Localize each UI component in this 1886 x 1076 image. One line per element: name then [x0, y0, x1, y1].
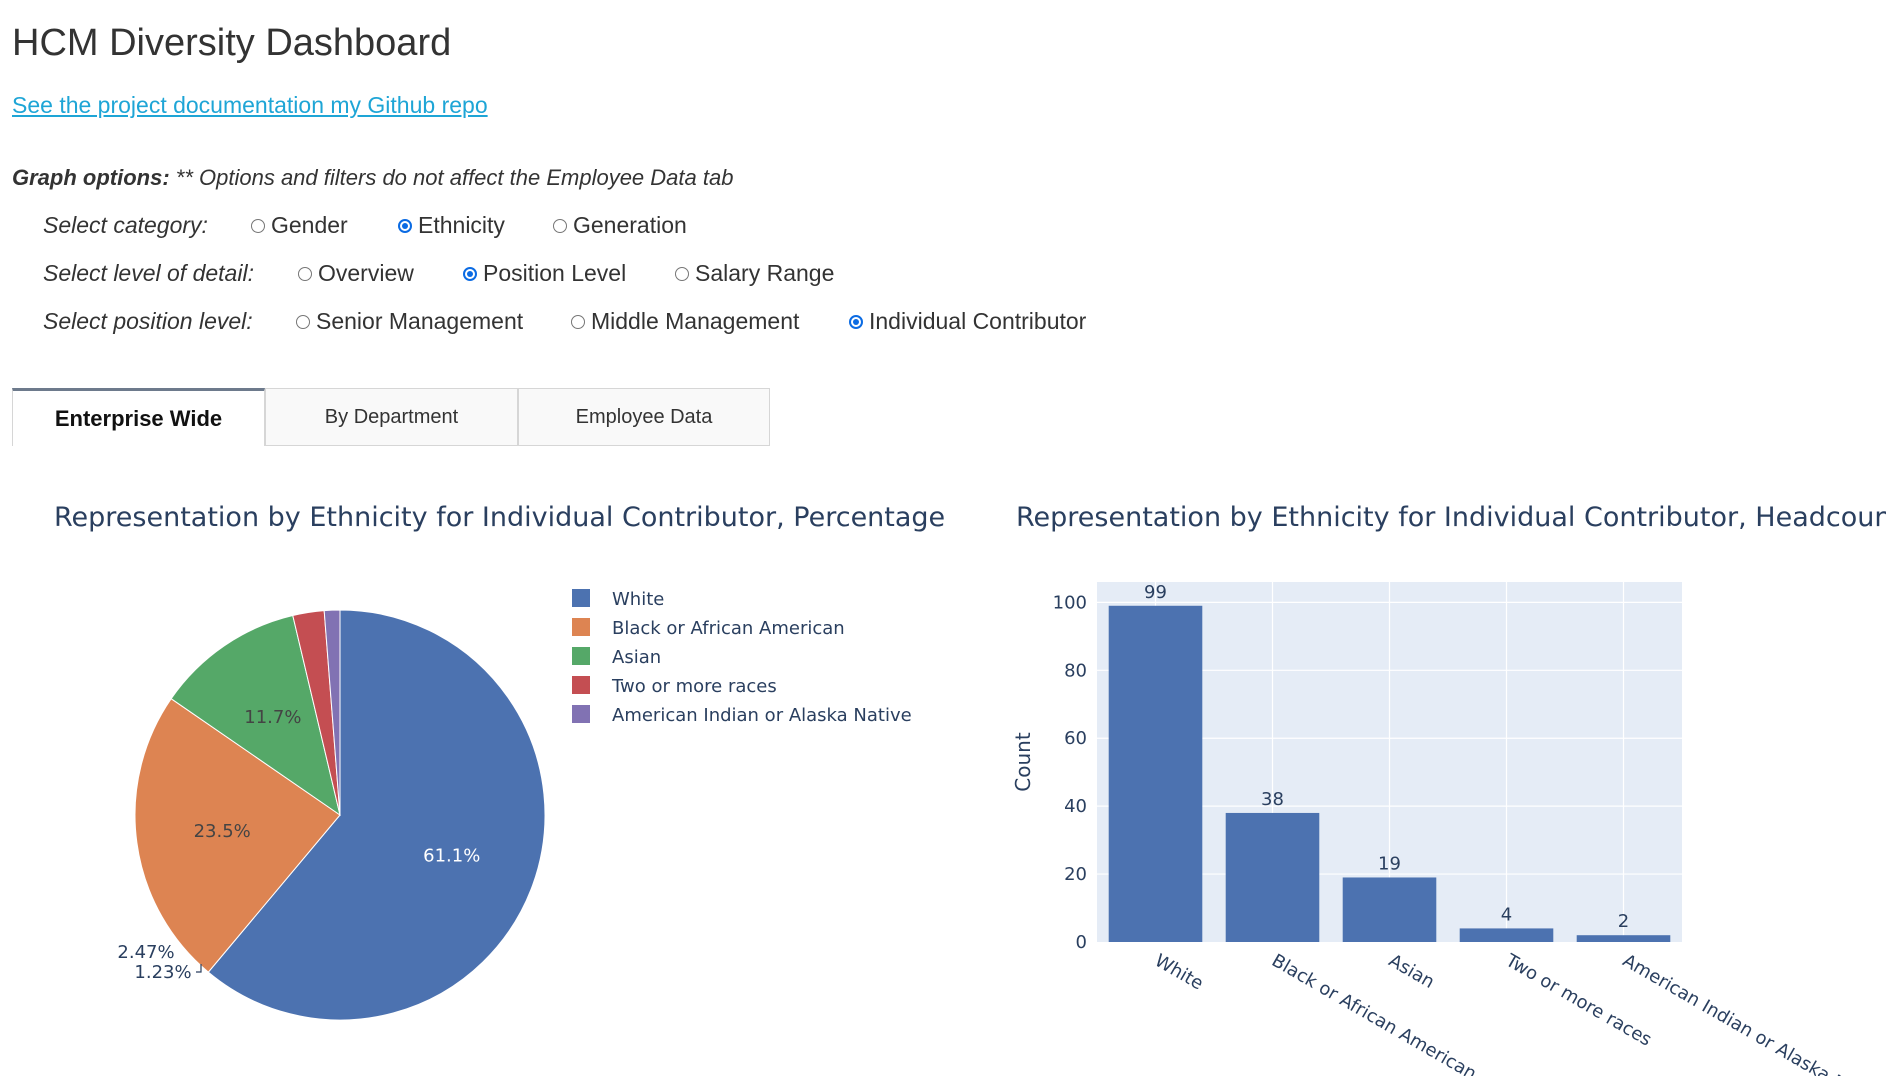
- category-option-gender[interactable]: Gender: [251, 212, 348, 239]
- graph-options-note: ** Options and filters do not affect the…: [175, 165, 734, 190]
- tab-employee-data[interactable]: Employee Data: [518, 388, 770, 446]
- tab-by-department[interactable]: By Department: [265, 388, 518, 446]
- bar-value-label: 19: [1378, 853, 1401, 874]
- legend-swatch: [572, 589, 590, 607]
- position-row: Select position level:: [43, 306, 253, 336]
- radio-overview[interactable]: [298, 266, 312, 281]
- pie-label-black-or-african-american: 23.5%: [194, 821, 251, 842]
- legend-swatch: [572, 647, 590, 665]
- pie-slice-american-indian-or-alaska-native[interactable]: [323, 609, 341, 816]
- pie-label-white: 61.1%: [423, 846, 480, 867]
- legend-swatch: [572, 676, 590, 694]
- y-tick-label: 0: [1076, 932, 1087, 953]
- bar-value-label: 99: [1144, 582, 1167, 603]
- legend-label: American Indian or Alaska Native: [612, 705, 912, 726]
- bar-chart: 0 20 40 60 80 100 99 White 38 Black or African Am…: [1011, 582, 1886, 1076]
- legend-label: Black or African American: [612, 618, 845, 639]
- bar-american-indian-or-alaska-native[interactable]: [1576, 935, 1671, 942]
- tab-enterprise-wide[interactable]: Enterprise Wide: [12, 388, 265, 446]
- legend-swatch: [572, 705, 590, 723]
- category-option-ethnicity[interactable]: Ethnicity: [398, 212, 505, 239]
- detail-option-salary-range[interactable]: Salary Range: [675, 260, 834, 287]
- radio-senior-management[interactable]: [296, 314, 310, 329]
- legend-item-white[interactable]: White: [572, 589, 664, 610]
- bar-asian[interactable]: [1342, 877, 1437, 942]
- legend-item-two-or-more-races[interactable]: Two or more races: [572, 676, 777, 697]
- radio-middle-management[interactable]: [571, 314, 585, 329]
- position-option-senior-management[interactable]: Senior Management: [296, 308, 523, 335]
- legend-item-asian[interactable]: Asian: [572, 647, 661, 668]
- category-label: Select category:: [43, 211, 208, 238]
- bar-white[interactable]: [1108, 605, 1203, 942]
- x-tick-label: White: [1151, 950, 1207, 994]
- position-label: Select position level:: [43, 307, 253, 334]
- y-tick-label: 60: [1064, 728, 1087, 749]
- radio-individual-contributor[interactable]: [849, 314, 863, 329]
- radio-generation[interactable]: [553, 218, 567, 233]
- legend-label: Asian: [612, 647, 661, 668]
- y-tick-label: 20: [1064, 864, 1087, 885]
- legend-item-american-indian-or-alaska-native[interactable]: American Indian or Alaska Native: [572, 705, 912, 726]
- pie-slice-asian[interactable]: [170, 614, 341, 817]
- category-row: Select category:: [43, 210, 208, 240]
- bar-value-label: 2: [1618, 911, 1629, 932]
- github-doc-link[interactable]: See the project documentation my Github …: [12, 92, 488, 118]
- pie-leader-line: [196, 964, 202, 973]
- position-option-individual-contributor[interactable]: Individual Contributor: [849, 308, 1086, 335]
- bar-chart-title: Representation by Ethnicity for Individu…: [1016, 502, 1886, 533]
- x-tick-label: American Indian or Alaska Native: [1619, 950, 1886, 1076]
- position-option-middle-management[interactable]: Middle Management: [571, 308, 799, 335]
- bar-black-or-african-american[interactable]: [1225, 812, 1320, 942]
- bar-two-or-more-races[interactable]: [1459, 928, 1554, 942]
- radio-gender[interactable]: [251, 218, 265, 233]
- y-axis-label: Count: [1011, 732, 1035, 792]
- legend-item-black-or-african-american[interactable]: Black or African American: [572, 618, 845, 639]
- y-tick-label: 80: [1064, 660, 1087, 681]
- pie-label-two-or-more-races: 2.47%: [117, 942, 174, 963]
- x-tick-label: Asian: [1385, 950, 1438, 993]
- page-title: HCM Diversity Dashboard: [12, 22, 452, 64]
- pie-slice-white[interactable]: [207, 609, 546, 1021]
- pie-slice-black-or-african-american[interactable]: [134, 698, 341, 973]
- radio-position-level[interactable]: [463, 266, 477, 281]
- detail-label: Select level of detail:: [43, 259, 254, 286]
- legend-swatch: [572, 618, 590, 636]
- bar-value-label: 4: [1501, 904, 1512, 925]
- graph-options-heading: Graph options: ** Options and filters do…: [12, 165, 733, 191]
- tab-bar: Enterprise Wide By Department Employee D…: [12, 388, 770, 446]
- y-tick-label: 40: [1064, 796, 1087, 817]
- radio-salary-range[interactable]: [675, 266, 689, 281]
- x-tick-label: Black or African American: [1268, 950, 1480, 1076]
- pie-chart-title: Representation by Ethnicity for Individu…: [54, 502, 946, 533]
- legend-label: Two or more races: [611, 676, 777, 697]
- graph-options-label: Graph options:: [12, 165, 170, 190]
- legend-label: White: [612, 589, 664, 610]
- detail-option-position-level[interactable]: Position Level: [463, 260, 626, 287]
- detail-row: Select level of detail:: [43, 258, 254, 288]
- y-tick-label: 100: [1053, 592, 1087, 613]
- pie-chart: 61.1% 23.5% 11.7% 2.47%1.23% White Black or A…: [117, 589, 912, 1021]
- pie-label-american-indian-or-alaska-native: 1.23%: [134, 962, 191, 983]
- category-option-generation[interactable]: Generation: [553, 212, 687, 239]
- pie-label-asian: 11.7%: [244, 707, 301, 728]
- radio-ethnicity[interactable]: [398, 218, 412, 233]
- bar-value-label: 38: [1261, 789, 1284, 810]
- detail-option-overview[interactable]: Overview: [298, 260, 414, 287]
